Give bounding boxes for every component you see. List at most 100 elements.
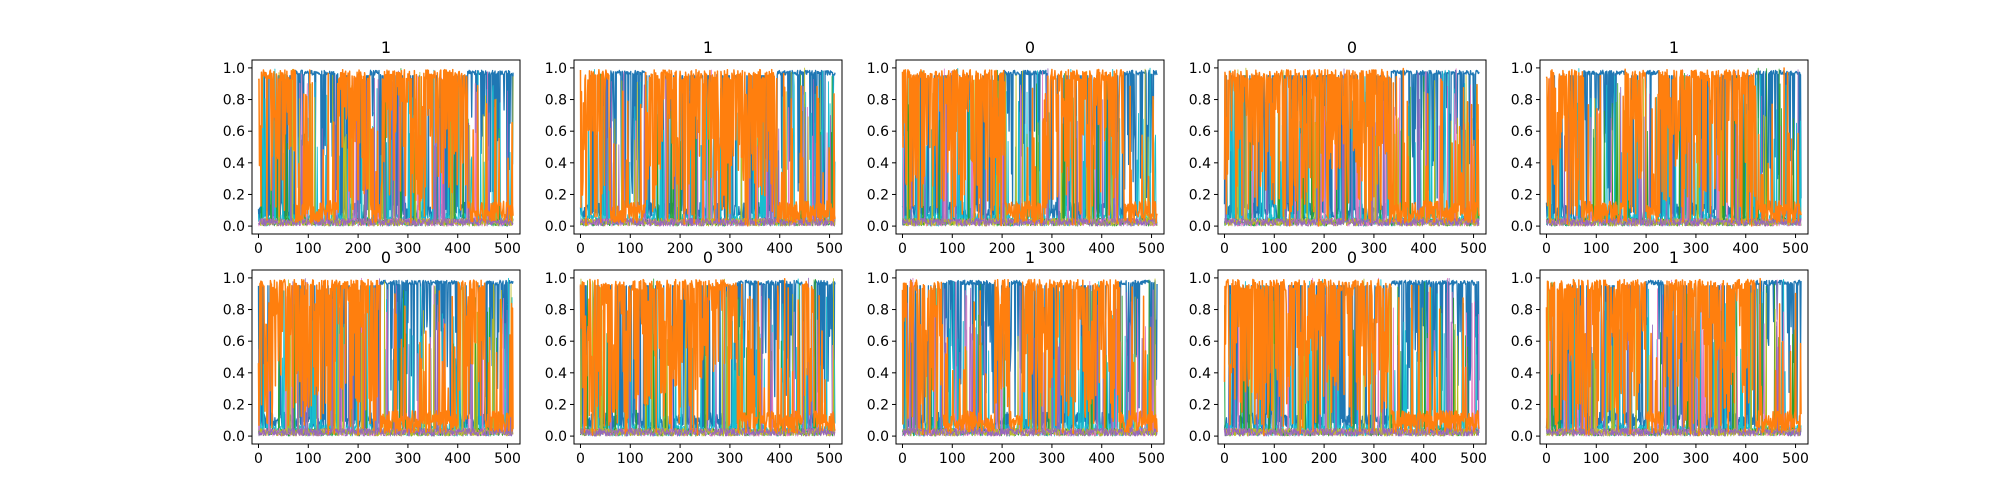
x-tick-label: 0 [1220,241,1229,257]
y-tick-label: 0.6 [867,124,889,140]
plot-area [579,67,836,227]
plot-area [257,277,514,437]
x-tick-label: 0 [254,451,263,467]
series-orange [579,277,836,436]
y-tick-label: 0.4 [223,156,245,172]
x-tick-label: 300 [1039,241,1066,257]
y-tick-label: 1.0 [223,61,245,77]
y-tick-label: 0.8 [1511,93,1533,109]
y-tick-label: 0.6 [1189,124,1211,140]
x-tick-label: 0 [1542,241,1551,257]
y-tick-label: 0.4 [545,156,567,172]
y-tick-label: 0.2 [1511,397,1533,413]
series-purple [1546,69,1802,227]
x-tick-label: 0 [576,241,585,257]
series-orange [579,68,836,227]
panel-title: 1 [1025,248,1035,267]
x-tick-label: 200 [1633,241,1660,257]
y-tick-label: 0.2 [1511,187,1533,203]
axes-frame [1539,269,1809,445]
y-tick-label: 1.0 [1511,271,1533,287]
axes-frame [1539,59,1809,235]
y-tick-label: 0.4 [1511,156,1533,172]
x-tick-label: 300 [1361,241,1388,257]
series-orange [901,68,1158,227]
axes-frame [1217,269,1487,445]
y-tick-label: 0.2 [867,397,889,413]
x-tick-label: 500 [816,241,843,257]
x-tick-label: 400 [1732,451,1759,467]
y-tick-label: 0.0 [1511,219,1533,235]
x-tick-label: 200 [667,241,694,257]
x-tick-label: 400 [444,241,471,257]
x-tick-label: 100 [617,241,644,257]
y-tick-label: 0.2 [867,187,889,203]
series-orange [1223,278,1480,436]
x-tick-label: 500 [1460,451,1487,467]
y-tick-label: 0.0 [1511,429,1533,445]
y-tick-label: 0.8 [1189,93,1211,109]
axes-frame [895,59,1165,235]
y-tick-label: 1.0 [545,271,567,287]
y-tick-label: 0.0 [545,429,567,445]
panel-7: 0 100 200 300 400 500 0.0 0.2 0.4 0.6 0.8 1.0 1 [867,248,1165,467]
x-tick-label: 300 [1039,451,1066,467]
y-tick-label: 0.8 [867,303,889,319]
x-tick-label: 100 [939,451,966,467]
y-tick-label: 0.0 [1189,429,1211,445]
x-tick-label: 200 [989,451,1016,467]
x-tick-label: 400 [766,241,793,257]
panel-title: 1 [1669,38,1679,57]
y-tick-label: 0.8 [545,303,567,319]
x-tick-label: 300 [1361,451,1388,467]
y-tick-label: 0.8 [223,303,245,319]
axes-frame [895,269,1165,445]
x-tick-label: 300 [717,451,744,467]
y-tick-label: 1.0 [1511,61,1533,77]
axes-frame [251,269,521,445]
panel-1: 0 100 200 300 400 500 0.0 0.2 0.4 0.6 0.8 1.0 1 [545,38,843,257]
x-tick-label: 400 [1088,451,1115,467]
panel-0: 0 100 200 300 400 500 0.0 0.2 0.4 0.6 0.8 1.0 1 [223,38,521,257]
x-tick-label: 100 [295,451,322,467]
x-tick-label: 500 [1460,241,1487,257]
panel-title: 0 [1025,38,1035,57]
x-tick-label: 500 [1138,241,1165,257]
y-tick-label: 1.0 [545,61,567,77]
panel-9: 0 100 200 300 400 500 0.0 0.2 0.4 0.6 0.8 1.0 1 [1511,248,1809,467]
y-tick-label: 0.2 [545,397,567,413]
panel-2: 0 100 200 300 400 500 0.0 0.2 0.4 0.6 0.8 1.0 0 [867,38,1165,257]
series-orange [1223,67,1480,227]
panel-title: 0 [1347,38,1357,57]
x-tick-label: 0 [898,241,907,257]
y-tick-label: 1.0 [1189,271,1211,287]
y-tick-label: 0.2 [1189,397,1211,413]
x-tick-label: 500 [494,241,521,257]
series-orange [1545,277,1802,437]
y-tick-label: 0.6 [1511,124,1533,140]
y-tick-label: 1.0 [223,271,245,287]
y-tick-label: 1.0 [867,61,889,77]
x-tick-label: 400 [444,451,471,467]
panel-title: 0 [703,248,713,267]
x-tick-label: 100 [617,451,644,467]
y-tick-label: 0.6 [223,124,245,140]
x-tick-label: 500 [494,451,521,467]
x-tick-label: 300 [1683,241,1710,257]
series-orange [1545,67,1802,227]
plot-area [1223,277,1480,437]
panel-6: 0 100 200 300 400 500 0.0 0.2 0.4 0.6 0.8 1.0 0 [545,248,843,467]
x-tick-label: 0 [898,451,907,467]
y-tick-label: 0.0 [867,219,889,235]
plot-area [1545,67,1802,227]
y-tick-label: 0.6 [545,334,567,350]
x-tick-label: 500 [1138,451,1165,467]
y-tick-label: 0.0 [223,429,245,445]
plot-area [1223,67,1480,227]
x-tick-label: 100 [939,241,966,257]
y-tick-label: 0.4 [867,366,889,382]
y-tick-label: 0.0 [545,219,567,235]
series-orange [901,278,1158,436]
y-tick-label: 0.0 [223,219,245,235]
